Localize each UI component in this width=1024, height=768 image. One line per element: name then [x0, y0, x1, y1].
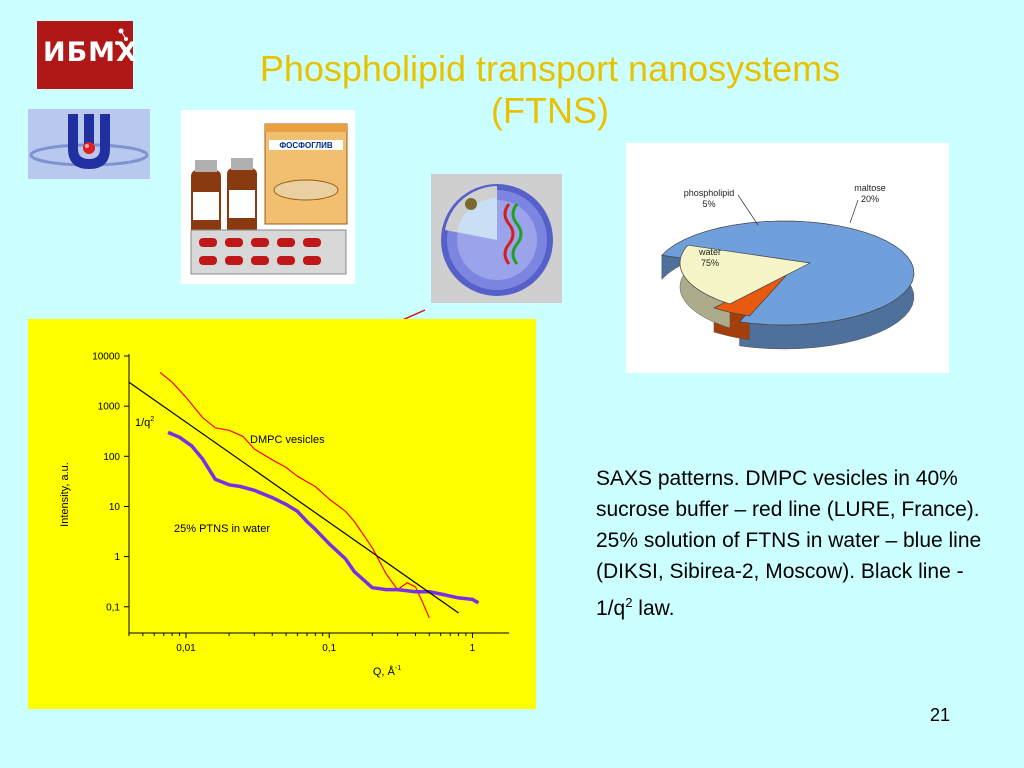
pie-leader-phospholipid — [737, 194, 759, 226]
description-part-1: SAXS patterns. DMPC vesicles in 40% sucr… — [596, 467, 982, 620]
description-text: SAXS patterns. DMPC vesicles in 40% sucr… — [596, 463, 996, 624]
x-axis-label: Q, Å-1 — [373, 665, 401, 678]
emblem-icon — [28, 109, 150, 179]
y-tick-label: 10000 — [92, 352, 120, 363]
logo-dots-icon — [115, 28, 128, 51]
logo-text: ИБМХ — [43, 37, 138, 68]
saxs-chart: 0,1 1 10 100 1000 10000 0,01 0,1 1 Intensity, a.u… — [28, 319, 536, 709]
institute-emblem — [28, 109, 150, 179]
pie-value-maltose: 20% — [861, 194, 879, 204]
title-line-2: (FTNS) — [491, 90, 609, 131]
y-tick-label: 1 — [114, 552, 120, 563]
annotation-dmpc: DMPC vesicles — [250, 434, 325, 446]
pie-label-phospholipid: phospholipid — [684, 188, 735, 198]
description-sup: 2 — [625, 595, 633, 610]
pie-value-phospholipid: 5% — [702, 199, 715, 209]
saxs-chart-svg: 0,1 1 10 100 1000 10000 0,01 0,1 1 Intensity, a.u… — [59, 352, 509, 678]
drug-product-photo: ФОСФОГЛИВ — [181, 110, 355, 284]
series-line-2 — [128, 381, 459, 614]
pie-value-water: 75% — [701, 258, 719, 268]
description-part-2: law. — [632, 597, 675, 620]
slide-number: 21 — [930, 705, 951, 725]
product-box-label: ФОСФОГЛИВ — [279, 141, 333, 150]
law-label-sup: 2 — [150, 416, 154, 423]
pie-slice-maltose — [679, 244, 812, 305]
pie-label-maltose: maltose — [854, 183, 886, 193]
vesicle-illustration — [431, 174, 562, 303]
title-line-1: Phospholipid transport nanosystems — [259, 48, 841, 89]
liposome-icon — [431, 174, 562, 303]
x-tick-label: 1 — [470, 643, 476, 654]
x-axis-label-text: Q, Å — [373, 665, 396, 678]
law-label-text: 1/q — [135, 417, 150, 429]
y-tick-label: 10 — [109, 502, 121, 513]
series-line-0 — [159, 371, 430, 619]
drug-illustration: ФОСФОГЛИВ — [190, 123, 348, 275]
y-axis-label: Intensity, a.u. — [59, 462, 71, 527]
law-label: 1/q2 — [135, 416, 154, 429]
series-line-1 — [167, 430, 480, 605]
y-tick-label: 1000 — [98, 402, 121, 413]
x-tick-label: 0,1 — [322, 643, 336, 654]
ibmx-logo: ИБМХ — [37, 21, 137, 89]
annotation-ptns: 25% PTNS in water — [174, 523, 270, 535]
y-tick-label: 0,1 — [106, 602, 120, 613]
x-tick-label: 0,01 — [176, 643, 196, 654]
pie-leader-maltose — [849, 199, 859, 224]
x-axis-label-sup: -1 — [395, 665, 401, 672]
y-tick-label: 100 — [103, 452, 120, 463]
slide-title: Phospholipid transport nanosystems (FTNS… — [200, 48, 900, 132]
pie-label-water: water — [698, 247, 721, 257]
composition-pie-chart: water 75% phospholipid 5% maltose 20% — [626, 143, 949, 373]
